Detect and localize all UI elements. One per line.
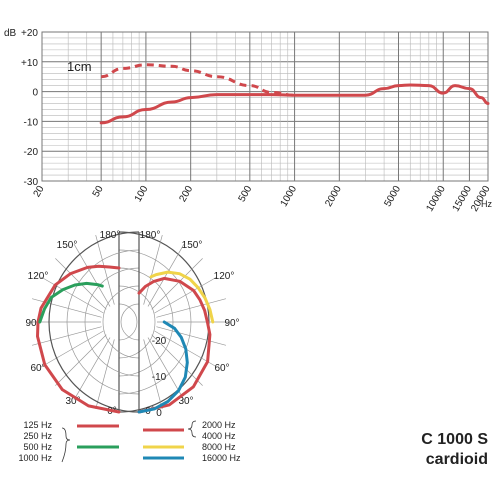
polar-spoke [143, 234, 163, 305]
polar-spoke [55, 334, 107, 386]
legend-brace [187, 420, 197, 438]
x-tick-label: 50 [91, 184, 106, 200]
polar-spoke [73, 243, 111, 307]
model-title: C 1000 S [421, 431, 488, 448]
annotation-label: 1cm [67, 59, 92, 74]
polar-spoke [73, 337, 111, 401]
polar-ring [66, 249, 140, 395]
angle-label-right: 150° [182, 240, 203, 251]
plot-frame [41, 31, 489, 182]
legend-label: 8000 Hz [202, 442, 236, 452]
angle-label-left: 60° [30, 363, 45, 374]
polar-spoke [143, 339, 163, 410]
response-curve-dashed [101, 63, 295, 97]
radial-label: 0 [156, 408, 162, 419]
x-tick-label: 200 [177, 184, 195, 204]
polar-pattern-chart: 0° 0°30° 30°60° 60°90° 90°120° 120°150° 150°18… [25, 230, 239, 419]
polar-curve-right [137, 276, 212, 414]
polar-grid-right [48, 231, 229, 413]
x-tick-label: 500 [237, 184, 255, 204]
polar-spoke [95, 339, 115, 410]
angle-label-left: 120° [28, 271, 49, 282]
legend-brace [61, 427, 71, 463]
polar-ring [102, 285, 140, 359]
polar-ring [120, 303, 140, 341]
x-tick-label: 100 [133, 184, 151, 204]
polar-spoke [151, 334, 203, 386]
x-tick-label: 5000 [382, 184, 403, 209]
y-tick-label: -10 [24, 117, 39, 128]
radial-label: -10 [152, 372, 167, 383]
legend-label: 250 Hz [23, 431, 52, 441]
polar-spoke [156, 326, 227, 346]
response-curve-solid [99, 83, 490, 125]
polar-curve-left [38, 281, 104, 324]
y-unit-label: dB [4, 28, 17, 39]
y-tick-label: +10 [21, 58, 38, 69]
x-unit-label: Hz [481, 199, 492, 209]
legend-label: 500 Hz [23, 442, 52, 452]
angle-label-right: 120° [214, 271, 235, 282]
y-tick-label: -30 [24, 177, 39, 188]
polar-ring [118, 303, 138, 341]
angle-label-right: 0° [145, 406, 155, 417]
angle-label-right: 60° [214, 363, 229, 374]
polar-curve-right [137, 320, 189, 414]
x-tick-label: 20 [32, 184, 47, 200]
legend-label: 2000 Hz [202, 420, 236, 430]
x-tick-label: 2000 [323, 184, 344, 209]
polar-spoke [95, 234, 115, 305]
polar-spoke [154, 276, 218, 314]
x-tick-label: 10000 [424, 184, 448, 214]
angle-label-left: 30° [65, 396, 80, 407]
pattern-subtitle: cardioid [426, 451, 488, 468]
polar-ring [48, 231, 140, 413]
angle-label-left: 90° [25, 318, 40, 329]
legend-label: 125 Hz [23, 420, 52, 430]
y-tick-label: 0 [32, 88, 38, 99]
polar-spoke [147, 243, 185, 307]
legend-label: 1000 Hz [18, 453, 52, 463]
frequency-response-chart: +20 +10 0 -10 -20 -30 dB Hz 20 50 100 200 500 1000 200… [4, 28, 493, 214]
angle-label-left: 180° [100, 230, 121, 241]
polar-ring [84, 267, 140, 377]
legend-label: 4000 Hz [202, 431, 236, 441]
polar-curve-left [36, 264, 121, 414]
polar-spoke [156, 298, 227, 318]
angle-label-right: 90° [224, 318, 239, 329]
polar-spoke [31, 326, 102, 346]
polar-ring [118, 285, 156, 359]
y-tick-label: -20 [24, 147, 39, 158]
y-tick-label: +20 [21, 28, 38, 39]
angle-label-right: 30° [178, 396, 193, 407]
legend-label: 16000 Hz [202, 453, 241, 463]
angle-label-right: 180° [140, 230, 161, 241]
polar-curve-right [149, 270, 215, 324]
angle-label-left: 150° [57, 240, 78, 251]
x-tick-label: 1000 [279, 184, 300, 209]
radial-label: -20 [152, 336, 167, 347]
polar-spoke [151, 258, 203, 310]
